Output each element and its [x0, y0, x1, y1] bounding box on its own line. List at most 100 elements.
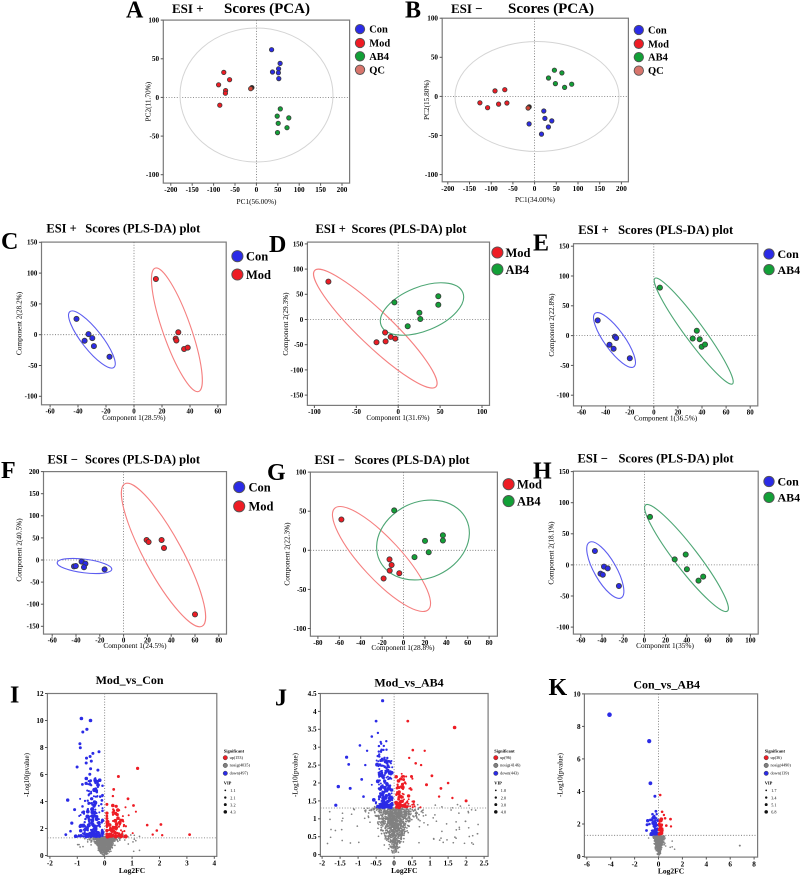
svg-text:Log2FC: Log2FC: [119, 866, 145, 875]
svg-text:ESI −: ESI −: [48, 453, 78, 467]
svg-text:-2: -2: [319, 860, 325, 868]
svg-text:8: 8: [40, 744, 44, 752]
svg-text:4.3: 4.3: [230, 810, 235, 815]
svg-text:-100: -100: [485, 185, 499, 193]
svg-text:-60: -60: [576, 638, 586, 645]
svg-text:Scores (PLS-DA) plot: Scores (PLS-DA) plot: [85, 453, 201, 467]
svg-text:200: 200: [29, 469, 40, 476]
svg-text:PC1(56.00%): PC1(56.00%): [237, 197, 277, 206]
svg-text:-150: -150: [463, 185, 477, 193]
svg-text:3.4: 3.4: [771, 795, 777, 800]
svg-text:Scores (PLS-DA) plot: Scores (PLS-DA) plot: [351, 222, 467, 236]
svg-text:down(497): down(497): [230, 770, 249, 775]
svg-text:1: 1: [428, 860, 432, 868]
svg-text:2: 2: [681, 860, 685, 868]
svg-text:0: 0: [303, 548, 307, 555]
svg-text:-2: -2: [47, 860, 53, 868]
svg-text:Mod: Mod: [249, 500, 274, 514]
svg-text:-Log10(pvalue): -Log10(pvalue): [292, 752, 300, 797]
svg-text:-Log10(pvalue): -Log10(pvalue): [23, 752, 31, 797]
svg-text:40: 40: [187, 408, 194, 415]
svg-text:ESI −: ESI −: [451, 1, 483, 16]
svg-text:Con: Con: [246, 250, 268, 264]
svg-text:20: 20: [674, 410, 681, 417]
svg-text:4: 4: [40, 798, 44, 806]
svg-text:-100: -100: [308, 409, 321, 416]
svg-text:-60: -60: [335, 640, 345, 647]
svg-text:6: 6: [40, 771, 44, 779]
svg-text:Significant: Significant: [494, 749, 515, 754]
svg-text:ESI +: ESI +: [46, 222, 76, 236]
svg-text:50: 50: [32, 535, 39, 542]
svg-text:AB4: AB4: [517, 495, 541, 509]
svg-text:100: 100: [294, 186, 305, 194]
svg-text:1.0: 1.0: [501, 788, 506, 793]
svg-text:down(139): down(139): [771, 770, 790, 775]
svg-text:0.5: 0.5: [408, 860, 417, 868]
svg-text:60: 60: [214, 408, 221, 415]
svg-text:K: K: [549, 675, 568, 701]
svg-text:8: 8: [577, 723, 581, 731]
svg-text:-100: -100: [557, 393, 570, 400]
svg-text:20: 20: [159, 408, 166, 415]
svg-text:Mod: Mod: [648, 39, 669, 50]
svg-text:150: 150: [29, 491, 40, 498]
svg-text:ESI +: ESI +: [172, 1, 204, 16]
svg-text:Component 1(28.5%): Component 1(28.5%): [102, 413, 166, 422]
svg-text:Scores (PLS-DA) plot: Scores (PLS-DA) plot: [618, 223, 734, 237]
svg-text:80: 80: [726, 638, 733, 645]
svg-text:-50: -50: [560, 593, 570, 600]
svg-text:Significant: Significant: [765, 749, 786, 754]
svg-text:-150: -150: [27, 624, 40, 631]
svg-text:80: 80: [747, 410, 754, 417]
svg-text:-100: -100: [291, 367, 304, 374]
svg-text:-20: -20: [95, 638, 105, 645]
svg-text:60: 60: [705, 638, 712, 645]
svg-text:Significant: Significant: [224, 749, 245, 754]
svg-text:60: 60: [192, 638, 199, 645]
svg-text:0: 0: [396, 409, 400, 416]
svg-text:150: 150: [559, 244, 570, 251]
svg-text:Con: Con: [369, 25, 388, 36]
svg-text:50: 50: [553, 185, 561, 193]
svg-text:Scores (PLS-DA) plot: Scores (PLS-DA) plot: [618, 452, 734, 466]
svg-text:AB4: AB4: [506, 263, 530, 277]
svg-text:4: 4: [577, 788, 581, 796]
svg-text:-60: -60: [48, 638, 58, 645]
svg-text:up(36): up(36): [771, 755, 783, 760]
svg-text:QC: QC: [648, 66, 664, 77]
svg-text:3.5: 3.5: [308, 726, 317, 734]
svg-text:-50: -50: [297, 587, 307, 594]
svg-text:3.2: 3.2: [230, 802, 235, 807]
svg-text:100: 100: [27, 271, 38, 278]
svg-text:1.5: 1.5: [308, 797, 317, 805]
svg-text:150: 150: [315, 186, 326, 194]
svg-text:60: 60: [723, 410, 730, 417]
svg-text:0: 0: [402, 640, 406, 647]
svg-text:-100: -100: [25, 394, 38, 401]
svg-text:PC1(34.00%): PC1(34.00%): [515, 195, 555, 204]
svg-text:Mod_vs_Con: Mod_vs_Con: [96, 673, 164, 687]
svg-text:-1.5: -1.5: [334, 860, 346, 868]
svg-text:-40: -40: [73, 408, 83, 415]
svg-text:40: 40: [168, 638, 175, 645]
svg-text:20: 20: [144, 638, 151, 645]
svg-text:-50: -50: [560, 363, 570, 370]
svg-text:1.1: 1.1: [230, 788, 235, 793]
svg-text:50: 50: [274, 186, 282, 194]
svg-text:100: 100: [559, 500, 570, 507]
svg-text:2.0: 2.0: [501, 795, 506, 800]
svg-text:200: 200: [616, 185, 627, 193]
svg-text:G: G: [267, 460, 286, 486]
svg-text:E: E: [533, 231, 549, 257]
svg-text:-50: -50: [30, 580, 40, 587]
svg-text:-80: -80: [313, 640, 323, 647]
svg-text:0: 0: [156, 94, 160, 102]
svg-text:100: 100: [559, 273, 570, 280]
svg-text:VIP: VIP: [765, 780, 773, 785]
svg-text:VIP: VIP: [224, 780, 232, 785]
svg-text:0: 0: [566, 333, 570, 340]
svg-text:-150: -150: [186, 186, 200, 194]
svg-text:100: 100: [745, 638, 756, 645]
svg-text:-50: -50: [150, 133, 160, 141]
